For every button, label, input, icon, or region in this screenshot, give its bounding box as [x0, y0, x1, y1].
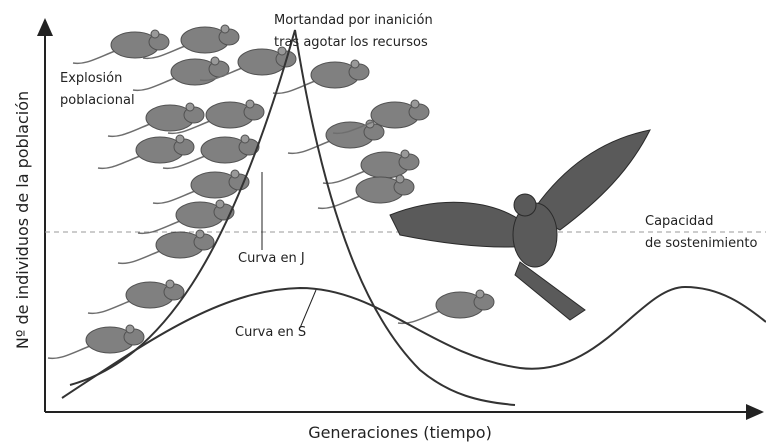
s-pointer	[299, 289, 317, 329]
j-curve-label: Curva en J	[238, 251, 305, 266]
explosion-label: Explosión	[60, 71, 122, 86]
explosion-label: poblacional	[60, 93, 135, 108]
s-curve	[61, 285, 766, 399]
capacity-label: de sostenimiento	[645, 236, 757, 251]
s-curve-label: Curva en S	[235, 325, 306, 340]
capacity-label: Capacidad	[645, 214, 714, 229]
j-curve	[69, 29, 516, 406]
starvation-label: tras agotar los recursos	[274, 35, 428, 50]
x-axis-label: Generaciones (tiempo)	[308, 423, 492, 442]
y-axis-label: Nº de individuos de la población	[13, 91, 32, 349]
hawk	[389, 129, 651, 321]
starvation-label: Mortandad por inanición	[274, 13, 433, 28]
